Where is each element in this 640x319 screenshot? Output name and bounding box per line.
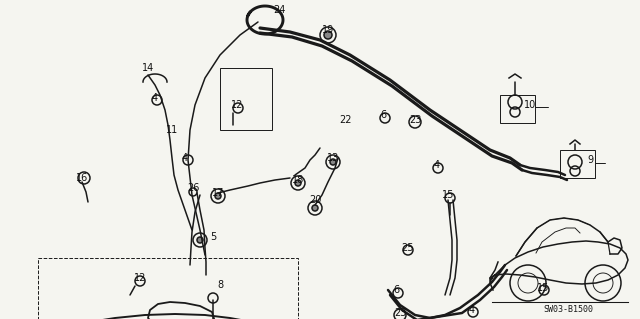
Text: 22: 22 <box>339 115 351 125</box>
Text: 17: 17 <box>212 188 224 198</box>
Text: 11: 11 <box>166 125 178 135</box>
Circle shape <box>197 237 203 243</box>
Text: 23: 23 <box>409 115 421 125</box>
Text: 14: 14 <box>142 63 154 73</box>
Text: 12: 12 <box>231 100 243 110</box>
Text: 15: 15 <box>537 283 549 293</box>
Bar <box>560 150 595 178</box>
Text: 9: 9 <box>587 155 593 165</box>
Circle shape <box>215 193 221 199</box>
Text: 18: 18 <box>292 175 304 185</box>
Text: 4: 4 <box>469 305 475 315</box>
Text: 8: 8 <box>217 280 223 290</box>
Text: 16: 16 <box>76 173 88 183</box>
Text: 6: 6 <box>380 110 386 120</box>
Text: 24: 24 <box>273 5 285 15</box>
Text: SW03-B1500: SW03-B1500 <box>543 306 593 315</box>
Text: 4: 4 <box>152 93 158 103</box>
Bar <box>38 258 298 319</box>
Text: 10: 10 <box>524 100 536 110</box>
Text: 6: 6 <box>393 285 399 295</box>
Text: 12: 12 <box>134 273 146 283</box>
Circle shape <box>312 205 318 211</box>
Bar <box>220 68 272 130</box>
Text: 25: 25 <box>401 243 413 253</box>
Bar <box>500 95 535 123</box>
Circle shape <box>324 31 332 39</box>
Text: 20: 20 <box>309 195 321 205</box>
Text: 26: 26 <box>187 183 199 193</box>
Text: 13: 13 <box>327 153 339 163</box>
Circle shape <box>330 159 336 165</box>
Text: 19: 19 <box>322 25 334 35</box>
Text: 23: 23 <box>394 308 406 318</box>
Text: 4: 4 <box>182 153 188 163</box>
Circle shape <box>295 180 301 186</box>
Text: 15: 15 <box>442 190 454 200</box>
Text: 5: 5 <box>210 232 216 242</box>
Text: 4: 4 <box>434 160 440 170</box>
